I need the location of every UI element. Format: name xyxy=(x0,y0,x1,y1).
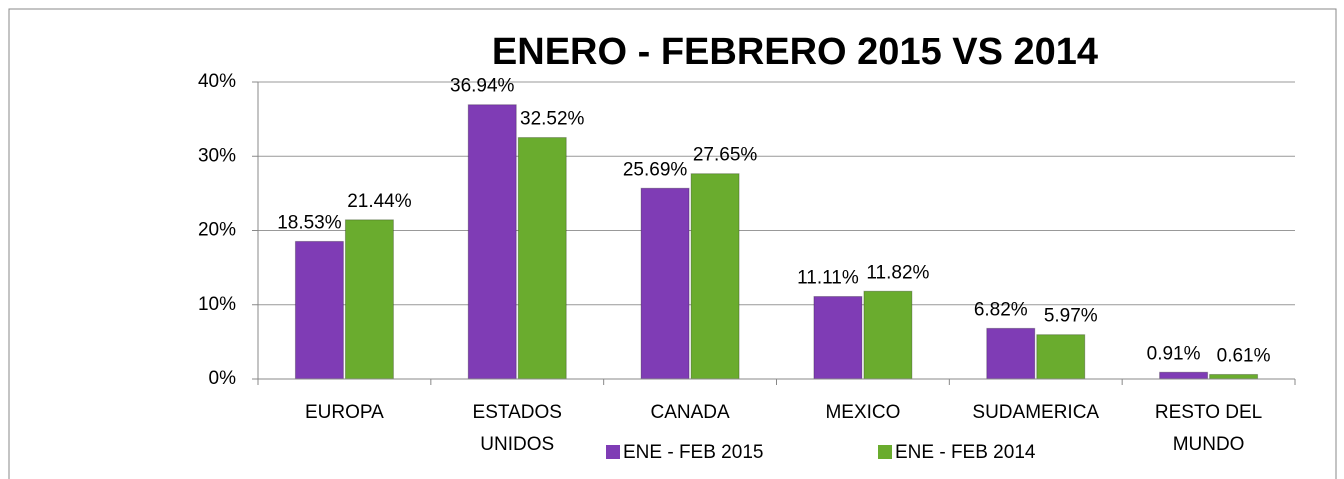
bar xyxy=(1159,371,1209,380)
data-label: 11.11% xyxy=(797,268,859,289)
data-label: 18.53% xyxy=(277,212,342,233)
y-tick-label: 40% xyxy=(198,71,236,92)
bar xyxy=(863,290,913,380)
x-tick-label: CANADA xyxy=(650,402,730,423)
data-label: 5.97% xyxy=(1044,306,1098,327)
y-tick-label: 20% xyxy=(198,220,236,241)
bar xyxy=(344,219,394,380)
bar xyxy=(294,240,344,380)
x-tick-label: EUROPA xyxy=(305,402,384,423)
bar xyxy=(690,173,740,380)
bar xyxy=(1209,373,1259,380)
data-label: 6.82% xyxy=(974,299,1028,320)
x-tick-label: RESTO DEL MUNDO xyxy=(1155,402,1262,455)
data-label: 27.65% xyxy=(693,145,758,166)
y-tick-label: 0% xyxy=(209,368,237,389)
x-tick-label: ESTADOS UNIDOS xyxy=(473,402,562,455)
data-label: 32.52% xyxy=(520,109,585,130)
legend-label: ENE - FEB 2014 xyxy=(895,442,1036,463)
bar xyxy=(813,296,863,380)
chart-border xyxy=(8,8,1337,479)
y-tick-label: 30% xyxy=(198,145,236,166)
data-label: 0.91% xyxy=(1147,343,1201,364)
x-tick-label: SUDAMERICA xyxy=(972,402,1099,423)
x-tick-label: MEXICO xyxy=(825,402,900,423)
legend-swatch xyxy=(878,445,892,459)
legend-swatch xyxy=(606,445,620,459)
legend-label: ENE - FEB 2015 xyxy=(623,442,763,463)
data-label: 36.94% xyxy=(450,76,515,97)
data-label: 0.61% xyxy=(1217,345,1271,366)
bar xyxy=(1036,334,1086,380)
data-label: 25.69% xyxy=(623,159,688,180)
data-label: 21.44% xyxy=(347,191,412,212)
bar xyxy=(517,137,567,380)
data-label: 11.82% xyxy=(866,262,929,283)
bar xyxy=(640,187,690,380)
y-tick-label: 10% xyxy=(198,294,236,315)
chart-title: ENERO - FEBRERO 2015 VS 2014 xyxy=(492,31,1098,73)
bar xyxy=(986,327,1036,380)
bar xyxy=(467,104,517,380)
